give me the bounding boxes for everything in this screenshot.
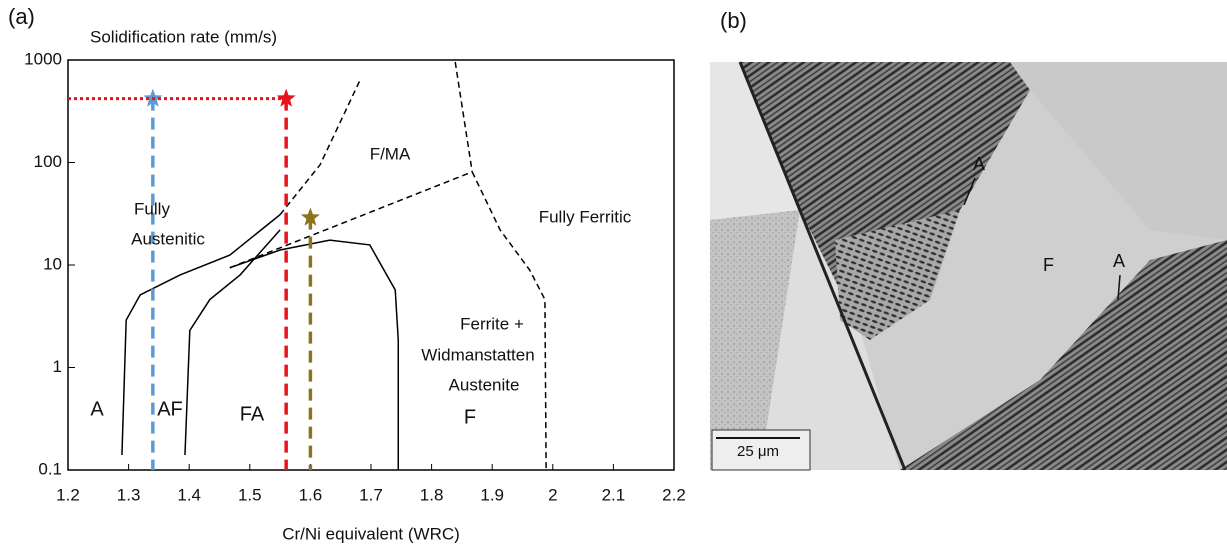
x-tick-label: 1.7 [359,485,383,504]
micrograph: 25 μm A F A [710,61,1227,471]
y-tick-label: 10 [43,254,62,273]
phase-label: A [1113,251,1125,271]
region-label: Fully Ferritic [539,207,632,226]
lamellar-region [835,210,960,340]
x-tick-label: 1.2 [56,485,80,504]
region-label: Austenite [449,375,520,394]
region-label: FA [240,403,265,425]
x-tick-label: 1.6 [299,485,323,504]
region-label: F [464,406,476,428]
region-label: Fully [134,199,170,218]
arrow [1117,274,1121,301]
phase-boundary [279,79,361,216]
region-label: Austenitic [131,229,205,248]
x-tick-label: 2 [548,485,557,504]
grain [710,62,800,220]
star-marker [276,88,296,107]
phase-boundary [471,171,547,471]
region-label: AF [157,398,183,420]
chart-title: Solidification rate (mm/s) [90,27,277,46]
region-label: Widmanstatten [421,345,534,364]
region-label: F/MA [370,144,411,163]
phase-label: F [1043,255,1054,275]
phase-label: A [973,154,985,174]
phase-boundary [229,171,473,269]
y-tick-label: 100 [34,152,62,171]
x-tick-label: 1.5 [238,485,262,504]
y-tick-label: 1000 [24,49,62,68]
phase-boundary [184,229,281,456]
x-tick-label: 1.3 [117,485,141,504]
grain [760,210,900,470]
region-label: A [90,398,104,420]
x-tick-label: 2.2 [662,485,686,504]
arrow [963,177,976,206]
panel-label: (a) [8,4,35,29]
scale-bar-label: 25 μm [737,443,779,460]
x-tick-label: 1.9 [480,485,504,504]
scale-bar-box [711,429,811,471]
phase-boundary [121,214,281,456]
x-axis-label: Cr/Ni equivalent (WRC) [282,524,460,543]
panel-label: (b) [720,8,747,33]
grain [1010,62,1227,240]
x-tick-label: 1.4 [177,485,201,504]
grain-boundary [738,61,907,471]
grain [710,210,800,470]
phase-boundary [454,61,473,172]
y-tick-label: 0.1 [38,459,62,478]
y-tick-label: 1 [53,357,62,376]
region-label: Ferrite + [460,314,524,333]
lamellar-region [740,62,1030,330]
x-tick-label: 1.8 [420,485,444,504]
phase-boundary [229,239,400,470]
lamellar-region [900,240,1227,470]
x-tick-label: 2.1 [602,485,626,504]
star-marker [300,207,320,226]
